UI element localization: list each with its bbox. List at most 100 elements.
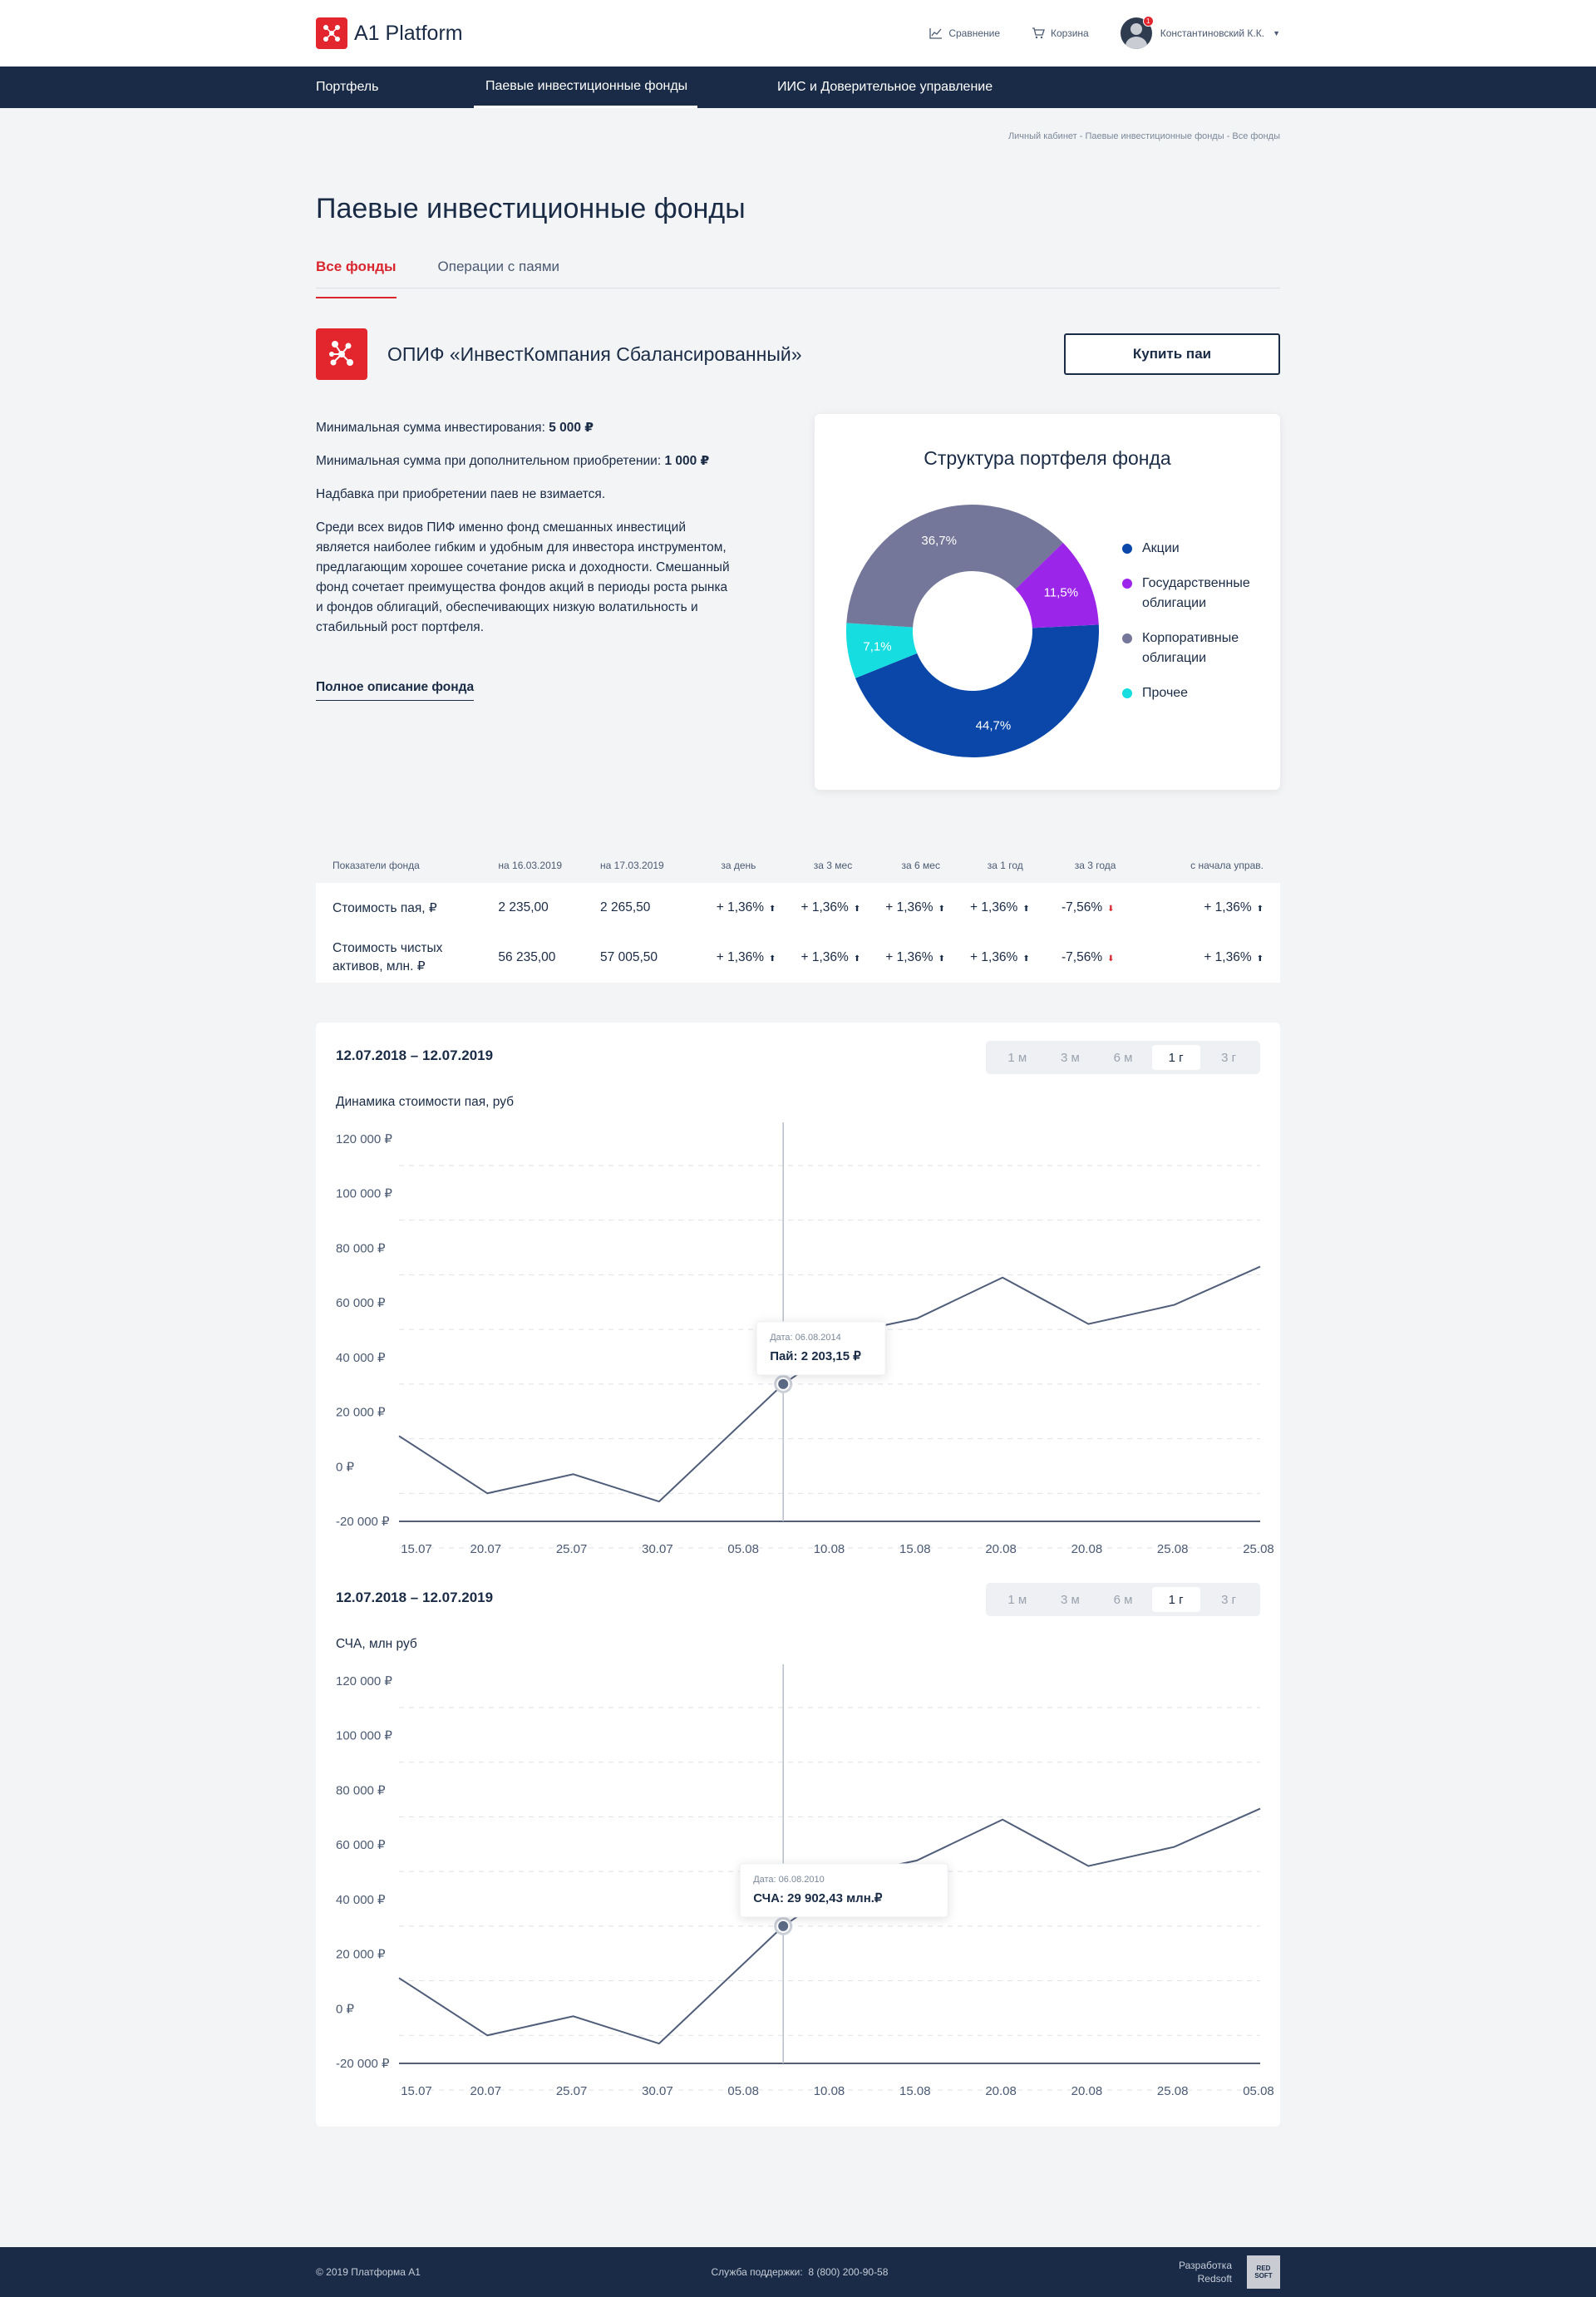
x-tick-label: 25.08 bbox=[1157, 2084, 1189, 2097]
cart-icon bbox=[1032, 27, 1045, 39]
tab-operations[interactable]: Операции с паями bbox=[437, 259, 560, 274]
arrow-up-icon: ⬆ bbox=[1022, 905, 1030, 914]
buy-shares-button[interactable]: Купить паи bbox=[1064, 333, 1280, 375]
cart-link[interactable]: Корзина bbox=[1032, 27, 1089, 39]
nav-item-funds[interactable]: Паевые инвестиционные фонды bbox=[474, 67, 777, 108]
top-header: A1 Platform Сравнение Корзина 1 Констант… bbox=[0, 0, 1596, 67]
column-header: на 17.03.2019 bbox=[600, 860, 664, 871]
y-tick-label: 0 ₽ bbox=[336, 1460, 355, 1474]
arrow-up-icon: ⬆ bbox=[853, 954, 861, 964]
nav-item-label: Портфель bbox=[316, 80, 379, 94]
period-option[interactable]: 6 м bbox=[1113, 1050, 1133, 1065]
x-tick-label: 05.08 bbox=[727, 2084, 759, 2097]
y-tick-label: 40 000 ₽ bbox=[336, 1351, 386, 1365]
legend-item: Акции bbox=[1122, 539, 1275, 559]
nav-line-chart[interactable]: 120 000 ₽ 100 000 ₽ 80 000 ₽ 60 000 ₽ 40 000… bbox=[316, 1664, 1280, 2097]
nav-item-label: ИИС и Доверительное управление bbox=[777, 80, 993, 94]
y-tick-label: 100 000 ₽ bbox=[336, 1187, 392, 1201]
x-tick-label: 25.08 bbox=[1243, 1542, 1274, 1555]
pie-slice[interactable] bbox=[846, 623, 918, 678]
hover-marker[interactable] bbox=[776, 1919, 791, 1933]
user-menu[interactable]: 1 Константиновский К.К. ▼ bbox=[1120, 16, 1280, 49]
subtabs: Все фонды Операции с паями bbox=[316, 259, 1280, 298]
table-row: Стоимость чистых активов, млн. ₽ 56 235,0… bbox=[316, 933, 1280, 983]
legend-label: Прочее bbox=[1142, 686, 1189, 700]
period-option[interactable]: 3 м bbox=[1060, 1592, 1080, 1607]
chart-subtitle: СЧА, млн руб bbox=[336, 1637, 417, 1651]
chart-period: 12.07.2018 – 12.07.2019 bbox=[336, 1047, 494, 1063]
y-tick-label: 120 000 ₽ bbox=[336, 1674, 392, 1688]
legend-item: Корпоративные облигации bbox=[1122, 628, 1275, 668]
x-tick-label: 20.08 bbox=[1071, 2084, 1103, 2097]
period-option[interactable]: 6 м bbox=[1113, 1592, 1133, 1607]
x-tick-label: 25.07 bbox=[556, 2084, 588, 2097]
cell-value: 56 235,00 bbox=[498, 950, 556, 964]
change-cell: + 1,36% ⬆ bbox=[885, 900, 945, 914]
cell-value: 57 005,50 bbox=[600, 950, 658, 964]
x-tick-label: 20.07 bbox=[470, 1542, 502, 1555]
portfolio-structure-card: Структура портфеля фонда 44,7% 7,1% 36,7% 1… bbox=[815, 414, 1280, 790]
y-tick-label: 20 000 ₽ bbox=[336, 1948, 386, 1962]
arrow-up-icon: ⬆ bbox=[938, 954, 945, 964]
y-tick-label: 60 000 ₽ bbox=[336, 1838, 386, 1852]
tab-all-funds[interactable]: Все фонды bbox=[316, 259, 397, 298]
redsoft-logo[interactable]: RED SOFT bbox=[1247, 2255, 1280, 2289]
price-line-chart[interactable]: 120 000 ₽ 100 000 ₽ 80 000 ₽ 60 000 ₽ 40 000… bbox=[316, 1122, 1280, 1555]
y-tick-label: 100 000 ₽ bbox=[336, 1729, 392, 1743]
legend-item: Государственные облигации bbox=[1122, 574, 1275, 614]
compare-link[interactable]: Сравнение bbox=[929, 27, 1000, 39]
column-header: Показатели фонда bbox=[332, 860, 420, 871]
pie-slice[interactable] bbox=[855, 624, 1099, 757]
legend-dot bbox=[1122, 633, 1132, 643]
brand[interactable]: A1 Platform bbox=[316, 17, 463, 49]
slice-label: 44,7% bbox=[976, 718, 1012, 732]
x-tick-label: 05.08 bbox=[727, 1542, 759, 1555]
change-cell: + 1,36% ⬆ bbox=[716, 950, 776, 964]
pie-slice[interactable] bbox=[1015, 542, 1099, 628]
y-tick-label: 120 000 ₽ bbox=[336, 1132, 392, 1146]
period-option[interactable]: 3 г bbox=[1221, 1050, 1237, 1065]
tooltip-date: Дата: 06.08.2014 bbox=[770, 1333, 841, 1343]
chart-icon bbox=[929, 28, 943, 39]
legend-dot bbox=[1122, 544, 1132, 554]
breadcrumb[interactable]: Личный кабинет - Паевые инвестиционные ф… bbox=[1007, 131, 1280, 141]
period-option[interactable]: 3 г bbox=[1221, 1592, 1237, 1607]
full-description-link[interactable]: Полное описание фонда bbox=[316, 678, 475, 701]
arrow-up-icon: ⬆ bbox=[769, 905, 776, 914]
nav-item-iis[interactable]: ИИС и Доверительное управление bbox=[777, 67, 993, 108]
logo-icon bbox=[316, 17, 347, 49]
hover-marker[interactable] bbox=[776, 1377, 791, 1391]
tooltip-date: Дата: 06.08.2010 bbox=[753, 1875, 825, 1885]
x-tick-label: 15.08 bbox=[899, 1542, 931, 1555]
fund-description: Среди всех видов ПИФ именно фонд смешанн… bbox=[316, 520, 730, 634]
x-tick-label: 05.08 bbox=[1243, 2084, 1274, 2097]
brand-name: A1 Platform bbox=[354, 21, 463, 45]
tooltip-value: СЧА: 29 902,43 млн.₽ bbox=[753, 1891, 883, 1905]
pie-slice[interactable] bbox=[846, 505, 1063, 628]
pie-chart: 44,7% 7,1% 36,7% 11,5% bbox=[846, 505, 1099, 757]
support-phone[interactable]: 8 (800) 200-90-58 bbox=[808, 2266, 889, 2278]
arrow-up-icon: ⬆ bbox=[853, 905, 861, 914]
x-tick-label: 25.07 bbox=[556, 1542, 588, 1555]
column-header: за 6 мес bbox=[901, 860, 940, 871]
page-title: Паевые инвестиционные фонды bbox=[316, 193, 746, 224]
period-option[interactable]: 1 г bbox=[1151, 1587, 1200, 1612]
period-option[interactable]: 1 м bbox=[1007, 1050, 1027, 1065]
period-option[interactable]: 1 г bbox=[1151, 1045, 1200, 1070]
x-tick-label: 20.08 bbox=[1071, 1542, 1103, 1555]
x-tick-label: 20.08 bbox=[985, 1542, 1017, 1555]
period-selector: 1 м 3 м 6 м 1 г 3 г bbox=[986, 1041, 1260, 1074]
support: Служба поддержки: 8 (800) 200-90-58 bbox=[711, 2266, 889, 2278]
period-option[interactable]: 3 м bbox=[1060, 1050, 1080, 1065]
nav-item-portfolio[interactable]: Портфель bbox=[316, 67, 474, 108]
change-cell: + 1,36% ⬆ bbox=[970, 900, 1030, 914]
period-option[interactable]: 1 м bbox=[1007, 1592, 1027, 1607]
y-tick-label: -20 000 ₽ bbox=[336, 1515, 390, 1529]
y-tick-label: -20 000 ₽ bbox=[336, 2057, 390, 2071]
slice-label: 11,5% bbox=[1044, 586, 1078, 600]
x-tick-label: 15.08 bbox=[899, 2084, 931, 2097]
fund-header: ОПИФ «ИнвестКомпания Сбалансированный» К… bbox=[316, 328, 1280, 380]
developer-credit: Разработка Redsoft bbox=[1179, 2260, 1232, 2285]
change-cell: + 1,36% ⬆ bbox=[716, 900, 776, 914]
period-selector: 1 м 3 м 6 м 1 г 3 г bbox=[986, 1583, 1260, 1616]
